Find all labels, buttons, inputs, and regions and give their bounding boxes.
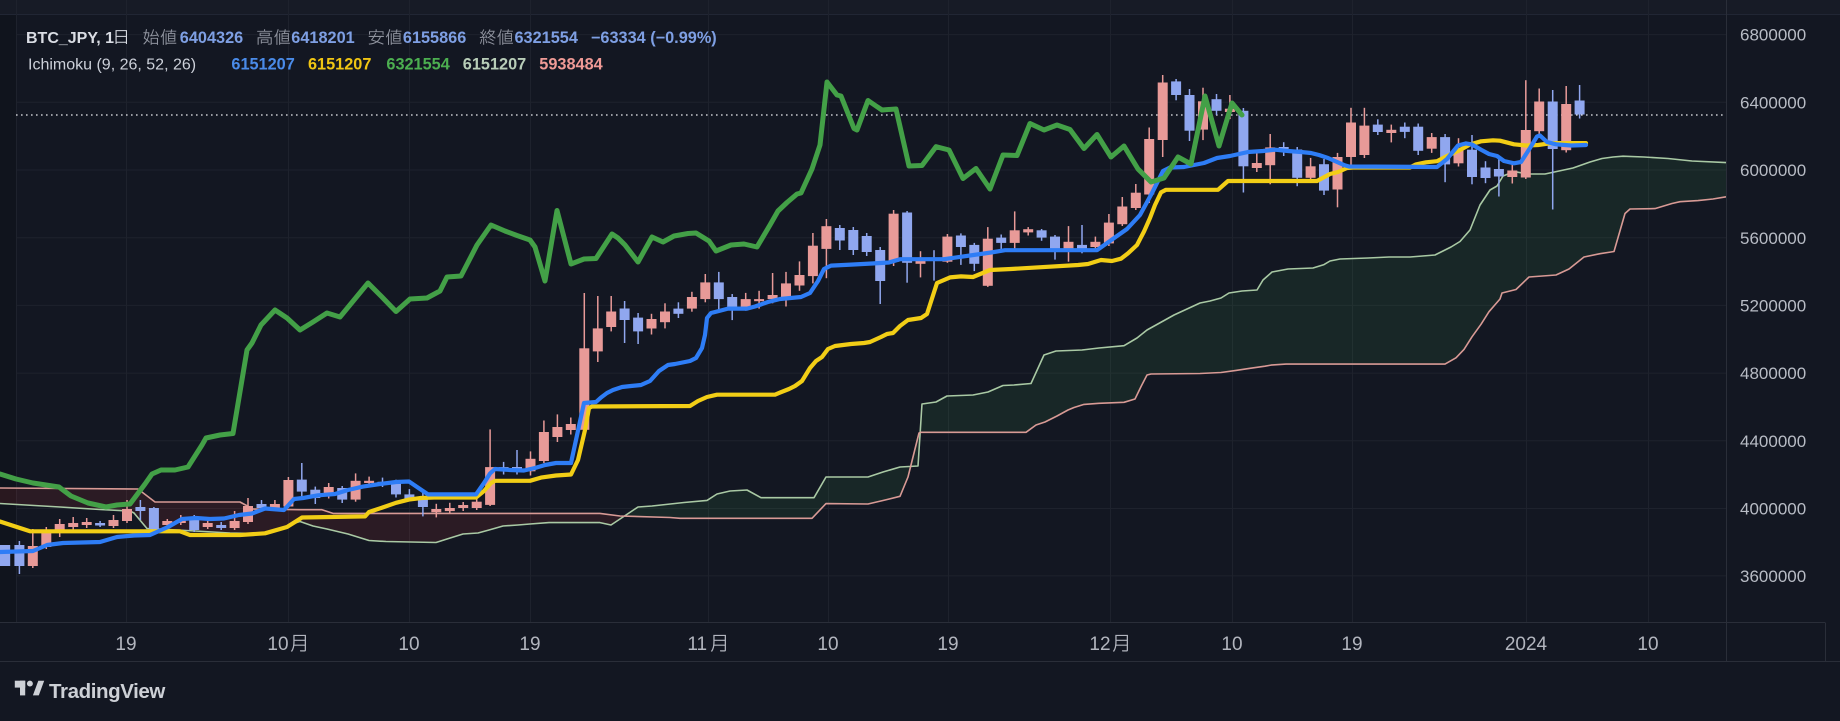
svg-text:19: 19 (115, 634, 136, 655)
svg-text:5600000: 5600000 (1740, 229, 1806, 248)
svg-text:6151207: 6151207 (463, 56, 526, 74)
svg-text:4800000: 4800000 (1740, 364, 1806, 383)
svg-text:4400000: 4400000 (1740, 432, 1806, 451)
svg-text:12: 12 (1089, 634, 1110, 655)
svg-text:19: 19 (937, 634, 958, 655)
svg-text:4000000: 4000000 (1740, 500, 1806, 519)
svg-text:2024: 2024 (1505, 634, 1548, 655)
svg-text:11: 11 (687, 634, 707, 655)
svg-text:6321554: 6321554 (515, 29, 578, 47)
svg-text:6155866: 6155866 (403, 29, 466, 47)
svg-text:Ichimoku (9, 26, 52, 26): Ichimoku (9, 26, 52, 26) (28, 57, 196, 74)
svg-text:−63334 (−0.99%): −63334 (−0.99%) (591, 29, 717, 47)
svg-text:6151207: 6151207 (231, 56, 294, 74)
svg-text:10: 10 (398, 634, 419, 655)
svg-text:6151207: 6151207 (308, 56, 371, 74)
svg-text:6400000: 6400000 (1740, 93, 1806, 112)
svg-text:10: 10 (817, 634, 838, 655)
svg-text:6000000: 6000000 (1740, 161, 1806, 180)
svg-text:BTC_JPY, 1: BTC_JPY, 1 (26, 30, 114, 47)
svg-text:3600000: 3600000 (1740, 567, 1806, 586)
svg-text:19: 19 (519, 634, 540, 655)
svg-text:19: 19 (1341, 634, 1362, 655)
svg-text:6321554: 6321554 (386, 56, 449, 74)
svg-text:TradingView: TradingView (49, 680, 165, 703)
svg-text:10: 10 (267, 634, 288, 655)
svg-text:6404326: 6404326 (180, 29, 243, 47)
svg-text:5938484: 5938484 (539, 56, 602, 74)
svg-text:5200000: 5200000 (1740, 297, 1806, 316)
svg-text:6800000: 6800000 (1740, 26, 1806, 45)
svg-text:10: 10 (1637, 634, 1658, 655)
svg-text:10: 10 (1221, 634, 1242, 655)
svg-text:6418201: 6418201 (291, 29, 354, 47)
